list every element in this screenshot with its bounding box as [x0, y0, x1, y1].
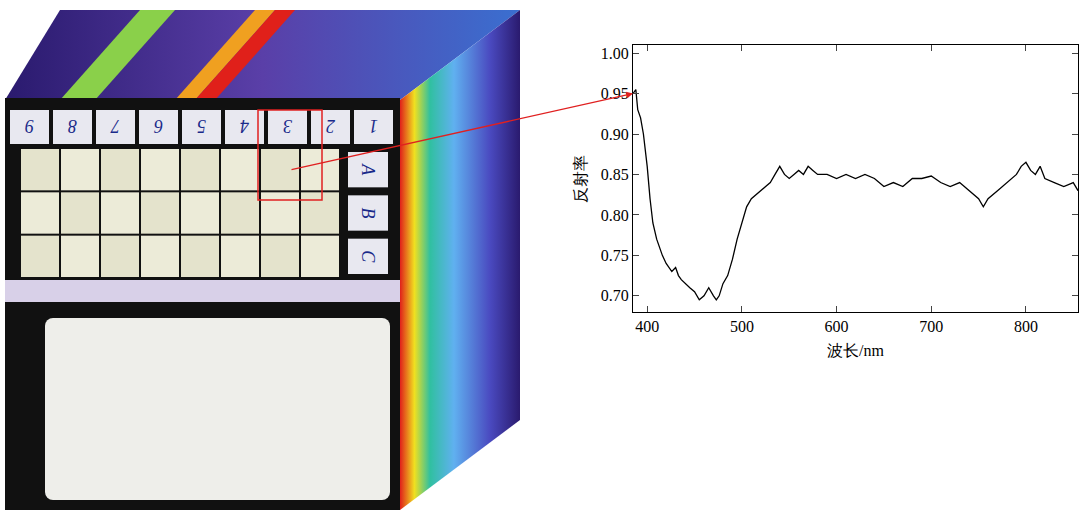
- svg-text:反射率: 反射率: [572, 155, 589, 203]
- svg-text:5: 5: [197, 116, 206, 136]
- svg-text:C: C: [358, 250, 378, 263]
- svg-text:0.95: 0.95: [601, 85, 629, 102]
- svg-text:4: 4: [240, 116, 249, 136]
- svg-text:7: 7: [110, 116, 120, 136]
- svg-text:3: 3: [283, 116, 293, 136]
- svg-text:500: 500: [730, 318, 754, 335]
- svg-text:0.85: 0.85: [601, 166, 629, 183]
- svg-text:800: 800: [1014, 318, 1038, 335]
- svg-text:0.80: 0.80: [601, 207, 629, 224]
- svg-text:0.70: 0.70: [601, 287, 629, 304]
- svg-text:2: 2: [326, 116, 335, 136]
- svg-text:B: B: [358, 208, 378, 219]
- svg-text:0.75: 0.75: [601, 247, 629, 264]
- svg-text:600: 600: [825, 318, 849, 335]
- svg-text:1.00: 1.00: [601, 45, 629, 62]
- svg-text:700: 700: [919, 318, 943, 335]
- svg-text:A: A: [358, 163, 378, 176]
- svg-text:0.90: 0.90: [601, 126, 629, 143]
- svg-text:8: 8: [68, 116, 77, 136]
- svg-text:6: 6: [154, 116, 163, 136]
- svg-text:波长/nm: 波长/nm: [827, 342, 884, 359]
- svg-text:400: 400: [635, 318, 659, 335]
- svg-text:9: 9: [25, 116, 34, 136]
- svg-text:1: 1: [369, 116, 378, 136]
